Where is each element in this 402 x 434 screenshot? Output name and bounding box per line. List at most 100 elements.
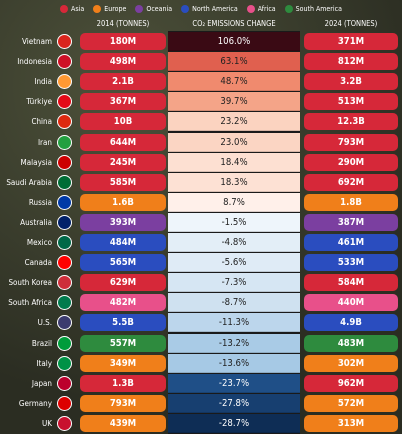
table-row: India 2.1B 48.7% 3.2B	[0, 72, 402, 92]
country-name: Türkiye	[26, 97, 52, 107]
emissions-2024: 513M	[304, 93, 398, 111]
table-row: Iran 644M 23.0% 793M	[0, 132, 402, 152]
emissions-2024: 371M	[304, 33, 398, 50]
emissions-2024: 533M	[304, 254, 398, 272]
country-name: Malaysia	[20, 157, 52, 167]
country-name: Indonesia	[17, 57, 52, 67]
table-row: Mexico 484M -4.8% 461M	[0, 233, 402, 252]
emissions-2024: 3.2B	[304, 73, 398, 91]
legend-label: Asia	[71, 5, 85, 13]
legend-item: Oceania	[135, 5, 172, 13]
country-name: China	[31, 117, 52, 127]
flag-icon	[57, 375, 72, 391]
legend-label: Europe	[104, 5, 127, 13]
legend-item: North America	[181, 5, 238, 13]
legend: Asia Europe Oceania North America Africa Sout…	[0, 2, 402, 16]
emissions-change: 23.2%	[168, 112, 300, 132]
flag-icon	[57, 355, 72, 371]
table-row: Vietnam 180M 106.0% 371M	[0, 32, 402, 51]
emissions-2014: 245M	[80, 153, 166, 171]
emissions-2014: 482M	[80, 294, 166, 312]
emissions-2024: 962M	[304, 374, 398, 392]
emissions-2014: 5.5B	[80, 314, 166, 332]
emissions-change: -4.8%	[168, 233, 300, 252]
flag-icon	[57, 395, 72, 411]
emissions-2014: 644M	[80, 133, 166, 151]
emissions-change: -13.2%	[168, 333, 300, 353]
flag-icon	[57, 295, 72, 311]
emissions-2024: 812M	[304, 53, 398, 71]
legend-swatch	[284, 5, 293, 13]
emissions-2024: 440M	[304, 294, 398, 312]
flag-icon	[57, 54, 72, 70]
emissions-2014: 565M	[80, 254, 166, 272]
flag-icon	[57, 214, 72, 230]
legend-label: South America	[295, 5, 342, 13]
emissions-2024: 12.3B	[304, 113, 398, 131]
country-name: South Africa	[8, 298, 52, 308]
country-name: Brazil	[31, 338, 52, 348]
emissions-change: 63.1%	[168, 52, 300, 72]
table-row: Italy 349M -13.6% 302M	[0, 353, 402, 373]
emissions-2014: 1.6B	[80, 193, 166, 211]
flag-icon	[57, 315, 72, 331]
legend-item: Asia	[60, 5, 84, 13]
column-header: 2014 (TONNES)	[96, 19, 150, 28]
emissions-2014: 393M	[80, 213, 166, 231]
emissions-change: 39.7%	[168, 92, 300, 112]
country-name: Russia	[28, 197, 52, 207]
flag-icon	[57, 74, 72, 90]
emissions-change: -1.5%	[168, 212, 300, 232]
emissions-2024: 4.9B	[304, 314, 398, 332]
country-name: U.S.	[37, 318, 52, 328]
country-name: Australia	[20, 217, 52, 227]
country-name: Italy	[36, 358, 52, 368]
table-row: Canada 565M -5.6% 533M	[0, 253, 402, 273]
flag-icon	[57, 255, 72, 271]
emissions-2014: 793M	[80, 394, 166, 412]
emissions-2024: 1.8B	[304, 193, 398, 211]
table-row: Indonesia 498M 63.1% 812M	[0, 52, 402, 72]
flag-icon	[57, 415, 72, 431]
table-row: Malaysia 245M 18.4% 290M	[0, 152, 402, 172]
emissions-2024: 290M	[304, 153, 398, 171]
emissions-2024: 483M	[304, 334, 398, 352]
emissions-2014: 484M	[80, 234, 166, 251]
legend-label: Africa	[257, 5, 276, 13]
column-header: 2024 (TONNES)	[324, 19, 378, 28]
table-row: South Africa 482M -8.7% 440M	[0, 293, 402, 313]
emissions-change: -5.6%	[168, 253, 300, 273]
table-row: China 10B 23.2% 12.3B	[0, 112, 402, 132]
emissions-2014: 367M	[80, 93, 166, 111]
country-name: Mexico	[26, 238, 52, 247]
table-row: Russia 1.6B 8.7% 1.8B	[0, 192, 402, 212]
legend-label: Oceania	[146, 5, 173, 13]
legend-swatch	[135, 5, 144, 13]
country-name: Saudi Arabia	[6, 177, 52, 187]
emissions-2014: 10B	[80, 113, 166, 131]
table-row: UK 439M -28.7% 313M	[0, 413, 402, 433]
legend-swatch	[60, 5, 69, 13]
emissions-2024: 313M	[304, 414, 398, 432]
emissions-2014: 585M	[80, 173, 166, 191]
column-header: CO₂ EMISSIONS CHANGE	[192, 19, 276, 28]
country-name: Japan	[31, 378, 52, 388]
emissions-2024: 584M	[304, 274, 398, 292]
table-row: South Korea 629M -7.3% 584M	[0, 273, 402, 293]
emissions-change: -11.3%	[168, 313, 300, 333]
legend-item: Europe	[93, 5, 126, 13]
emissions-change: -27.8%	[168, 393, 300, 413]
emissions-change: 106.0%	[168, 32, 300, 51]
emissions-2024: 302M	[304, 354, 398, 372]
table-row: Australia 393M -1.5% 387M	[0, 212, 402, 232]
emissions-2014: 629M	[80, 274, 166, 292]
emissions-2014: 180M	[80, 33, 166, 50]
emissions-change: -23.7%	[168, 373, 300, 393]
emissions-change: -7.3%	[168, 273, 300, 293]
flag-icon	[57, 174, 72, 190]
table-row: U.S. 5.5B -11.3% 4.9B	[0, 313, 402, 333]
flag-icon	[57, 34, 72, 49]
flag-icon	[57, 275, 72, 291]
emissions-2024: 793M	[304, 133, 398, 151]
flag-icon	[57, 134, 72, 150]
